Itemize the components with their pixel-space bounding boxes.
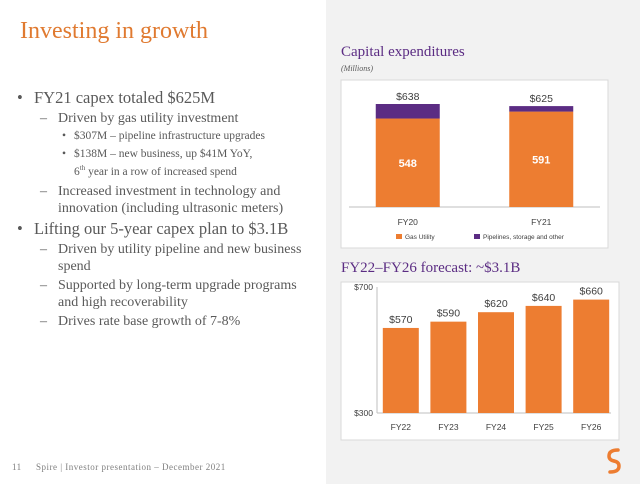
capex-x-tick-label: FY21 xyxy=(531,217,552,227)
footer-text: Spire | Investor presentation – December… xyxy=(36,462,226,472)
forecast-value-label: $660 xyxy=(580,286,604,298)
bullet-item: $138M – new business, up $41M YoY, 6th y… xyxy=(14,147,320,179)
capex-legend-swatch xyxy=(396,234,402,239)
capex-chart-title: Capital expenditures xyxy=(341,44,465,60)
forecast-x-tick-label: FY22 xyxy=(391,422,412,432)
capex-x-tick-label: FY20 xyxy=(398,217,419,227)
spire-logo-icon xyxy=(607,448,621,474)
bullet-item: Driven by utility pipeline and new busin… xyxy=(14,241,320,275)
forecast-value-label: $570 xyxy=(389,314,413,326)
forecast-x-tick-label: FY25 xyxy=(533,422,554,432)
capex-bar-fy20-seg0 xyxy=(375,118,440,207)
forecast-x-tick-label: FY23 xyxy=(438,422,459,432)
capex-bar-fy20-seg1 xyxy=(375,104,440,119)
bullet-item: Lifting our 5-year capex plan to $3.1B xyxy=(14,219,320,239)
capex-total-label: $638 xyxy=(396,91,420,103)
forecast-bar-fy23 xyxy=(430,321,467,413)
bullet-item: Driven by gas utility investment xyxy=(14,110,320,127)
forecast-value-label: $590 xyxy=(437,308,461,320)
forecast-y-tick-label: $300 xyxy=(354,408,373,418)
capex-legend-swatch xyxy=(474,234,480,239)
capex-legend-label: Pipelines, storage and other xyxy=(483,234,565,241)
superscript: th xyxy=(79,164,86,172)
forecast-value-label: $640 xyxy=(532,292,556,304)
bullet-item: $307M – pipeline infrastructure upgrades xyxy=(14,129,320,143)
bullet-list: FY21 capex totaled $625M Driven by gas u… xyxy=(14,88,320,332)
capex-bar-fy21-seg1 xyxy=(509,106,574,112)
bullet-item: Supported by long-term upgrade programs … xyxy=(14,277,320,311)
bullet-item: FY21 capex totaled $625M xyxy=(14,88,320,108)
bullet-text-cont: 6 xyxy=(74,165,80,178)
forecast-bar-fy26 xyxy=(573,299,610,413)
capex-bar-fy21-seg0 xyxy=(509,111,574,207)
forecast-chart-title: FY22–FY26 forecast: ~$3.1B xyxy=(341,260,521,276)
forecast-bar-fy25 xyxy=(525,305,562,413)
forecast-x-tick-label: FY24 xyxy=(486,422,507,432)
capex-legend-label: Gas Utility xyxy=(405,234,435,241)
bullet-item: Drives rate base growth of 7-8% xyxy=(14,313,320,330)
forecast-value-label: $620 xyxy=(484,298,508,310)
forecast-x-tick-label: FY26 xyxy=(581,422,602,432)
footer: 11 Spire | Investor presentation – Decemb… xyxy=(12,462,226,472)
capex-chart-subtitle: (Millions) xyxy=(341,64,373,73)
forecast-y-tick-label: $700 xyxy=(354,282,373,292)
page-number: 11 xyxy=(12,462,22,472)
forecast-bar-fy22 xyxy=(382,327,419,413)
forecast-bar-fy24 xyxy=(478,312,514,413)
slide-title: Investing in growth xyxy=(20,18,208,44)
bullet-item: Increased investment in technology and i… xyxy=(14,183,320,217)
bullet-text: $138M – new business, up $41M YoY, xyxy=(74,148,253,160)
capex-segment-label: 591 xyxy=(532,154,550,166)
bullet-text-cont: year in a row of increased spend xyxy=(85,165,237,178)
capex-total-label: $625 xyxy=(530,93,554,105)
capex-segment-label: 548 xyxy=(399,158,417,170)
